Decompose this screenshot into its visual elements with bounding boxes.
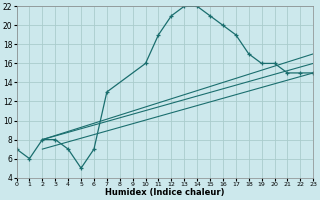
X-axis label: Humidex (Indice chaleur): Humidex (Indice chaleur): [105, 188, 225, 197]
